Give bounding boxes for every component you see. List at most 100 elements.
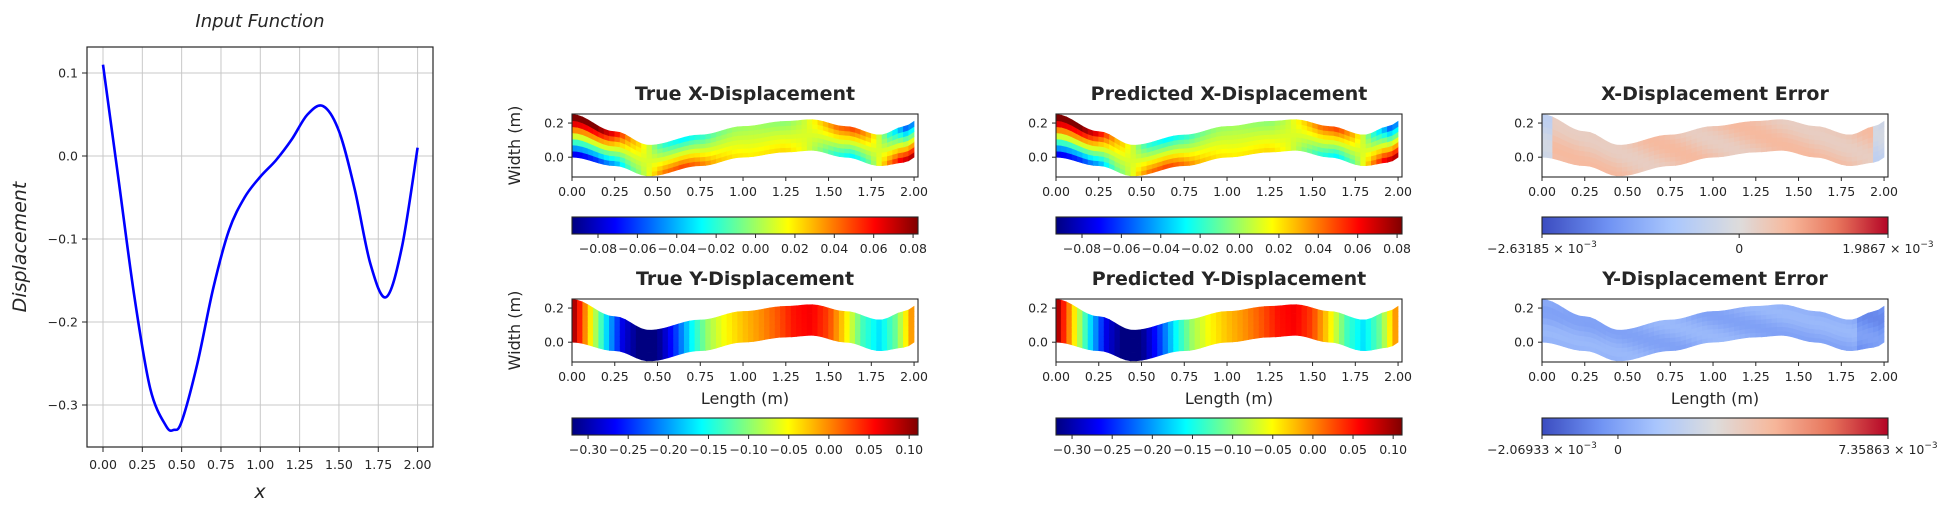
field-cell (1274, 124, 1281, 131)
x-tick-label: 1.50 (1299, 184, 1327, 199)
field-cell (1846, 341, 1853, 347)
field-cell (1178, 332, 1185, 339)
field-cell (1541, 120, 1548, 128)
field-cell (1760, 331, 1767, 338)
field-cell (689, 134, 696, 141)
field-cell (785, 129, 792, 135)
field-cell (1290, 304, 1297, 310)
field-cell (1771, 321, 1778, 328)
field-cell (1584, 316, 1591, 323)
field-cell (1290, 145, 1297, 151)
field-cell (1360, 345, 1367, 351)
field-cell (801, 136, 808, 143)
field-cell (1098, 131, 1105, 138)
field-cell (646, 329, 653, 335)
field-cell (1178, 341, 1185, 347)
field-cell (1707, 134, 1714, 141)
field-cell (1541, 138, 1548, 146)
field-cell (1226, 324, 1233, 330)
x-tick-label: 0.00 (1528, 184, 1556, 199)
field-cell (1269, 319, 1276, 325)
x-tick-label: 1.25 (286, 457, 314, 472)
field-cell (1760, 314, 1767, 320)
field-cell (1755, 142, 1762, 148)
field-cell (1328, 148, 1335, 154)
field-cell (1274, 322, 1281, 329)
field-cell (753, 124, 760, 131)
field-cell (641, 143, 648, 150)
field-cell (1744, 121, 1751, 127)
field-cell (1803, 124, 1810, 131)
field-cell (1093, 320, 1100, 327)
field-cell (1712, 332, 1719, 339)
field-cell (806, 304, 813, 310)
field-cell (1178, 161, 1185, 167)
field-cell (1285, 128, 1292, 134)
field-cell (1355, 133, 1361, 140)
field-cell (769, 306, 776, 313)
field-cell (1664, 143, 1671, 149)
field-cell (1055, 138, 1062, 146)
field-cell (1093, 345, 1100, 352)
field-cell (1355, 318, 1361, 325)
field-cell (1328, 311, 1335, 317)
field-cell (1360, 319, 1367, 325)
field-cell (801, 308, 808, 315)
field-cell (1846, 328, 1853, 334)
field-cell (699, 336, 706, 343)
field-cell (1579, 335, 1586, 342)
x-tick-label: 0.00 (89, 457, 117, 472)
field-cell (1285, 321, 1292, 328)
field-cell (1221, 148, 1228, 154)
field-cell (790, 129, 797, 135)
field-cell (1750, 310, 1757, 316)
field-cell (1621, 329, 1628, 335)
field-cell (1541, 329, 1548, 337)
x-tick-label: 1.50 (325, 457, 353, 472)
field-cell (833, 124, 840, 131)
field-cell (571, 311, 578, 319)
field-cell (646, 334, 653, 340)
panel-frame (571, 113, 919, 178)
field-cell (1776, 304, 1783, 310)
colorbar-tick-label: −0.25 (609, 442, 647, 457)
field-cell (1135, 329, 1142, 335)
field-cell (1392, 120, 1399, 131)
colorbar-bar (571, 216, 919, 235)
field-cell (1221, 143, 1228, 150)
field-cell (1253, 306, 1260, 313)
field-cell (1814, 319, 1821, 326)
field-cell (1301, 119, 1308, 127)
field-cell (1360, 332, 1367, 338)
field-cell (1183, 336, 1190, 343)
field-cell (1055, 120, 1062, 128)
field-cell (609, 315, 616, 322)
tick-mantissa: 0.00 (815, 442, 843, 457)
y-tick-label: 0.2 (1514, 116, 1534, 131)
field-cell (1707, 126, 1714, 132)
field-cell (1579, 330, 1586, 337)
field-cell (614, 316, 621, 323)
panel-title: Predicted Y-Displacement (1092, 268, 1367, 290)
field-cell (1328, 143, 1335, 150)
field-cell (897, 126, 904, 134)
field-cell (1226, 130, 1233, 136)
field-cell (1125, 143, 1132, 150)
field-cell (1269, 125, 1276, 131)
field-cell (1269, 314, 1276, 320)
field-cell (742, 324, 749, 330)
field-cell (801, 132, 808, 139)
field-cell (694, 341, 701, 347)
field-cell (1814, 337, 1821, 343)
field-cell (1055, 144, 1062, 152)
field-cell (1723, 309, 1730, 316)
panel-title: Y-Displacement Error (1601, 268, 1828, 290)
field-cell (1189, 318, 1196, 325)
field-cell (694, 346, 701, 352)
field-cell (1760, 305, 1767, 311)
field-cell (1055, 329, 1062, 337)
field-cell (1333, 126, 1340, 133)
field-cell (1269, 323, 1276, 329)
field-cell (1771, 119, 1778, 125)
field-cell (849, 311, 856, 318)
